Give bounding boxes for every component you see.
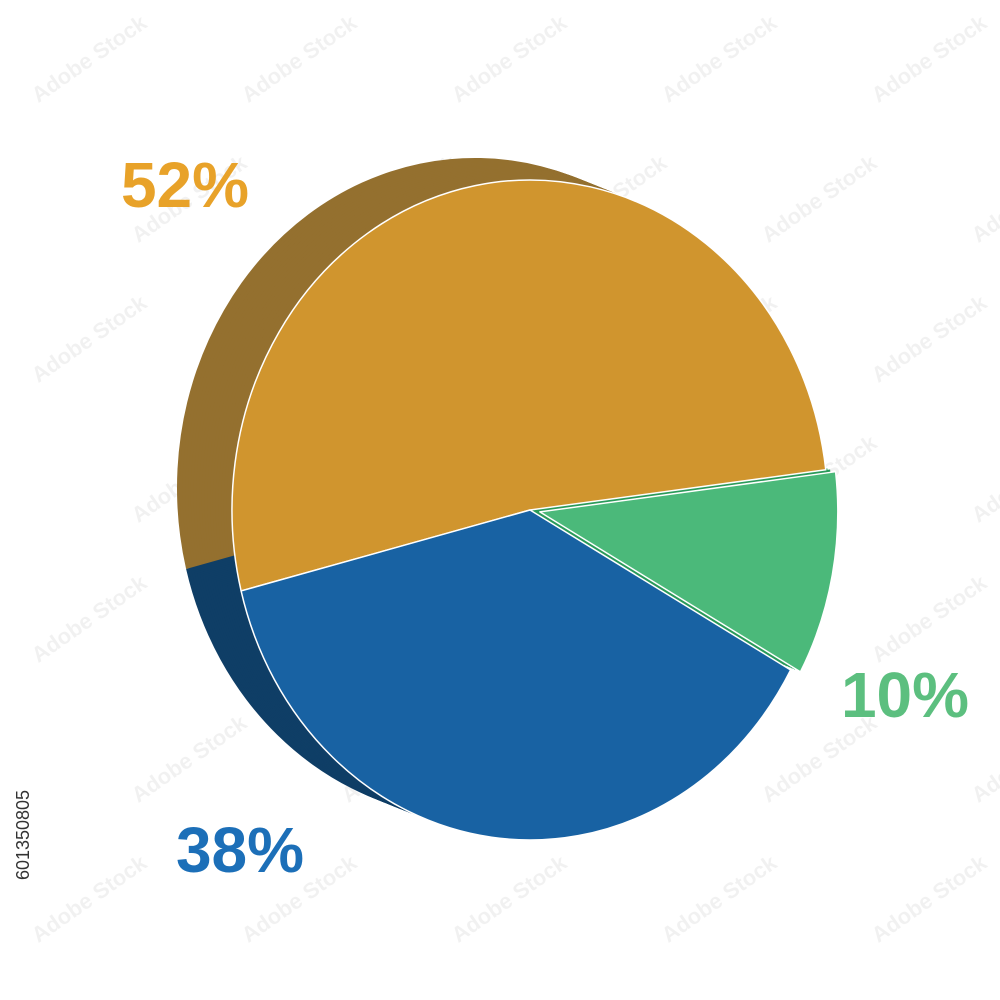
value-label: 52% (121, 149, 249, 221)
watermark: Adobe Stock (967, 149, 1000, 247)
watermark: Adobe Stock (967, 429, 1000, 527)
image-id: 601350805 (13, 790, 33, 880)
watermark: Adobe Stock (27, 9, 152, 107)
watermark: Adobe Stock (27, 849, 152, 947)
watermark: Adobe Stock (867, 289, 992, 387)
slice (231, 179, 827, 592)
watermark: Adobe Stock (27, 569, 152, 667)
watermark: Adobe Stock (867, 569, 992, 667)
slice (240, 509, 792, 841)
watermark: Adobe Stock (657, 9, 782, 107)
watermark: Adobe Stock (447, 9, 572, 107)
watermark: Adobe Stock (27, 289, 152, 387)
watermark: Adobe Stock (127, 709, 252, 807)
watermark: Adobe Stock (757, 149, 882, 247)
watermark: Adobe Stock (867, 849, 992, 947)
slice (539, 470, 839, 673)
watermark: Adobe Stock (867, 9, 992, 107)
watermark: Adobe Stock (237, 9, 362, 107)
watermark: Adobe Stock (967, 709, 1000, 807)
pie-faces (231, 179, 839, 841)
value-label: 38% (176, 814, 304, 886)
value-label: 10% (841, 659, 969, 731)
watermark: Adobe Stock (447, 849, 572, 947)
watermark: Adobe Stock (657, 849, 782, 947)
